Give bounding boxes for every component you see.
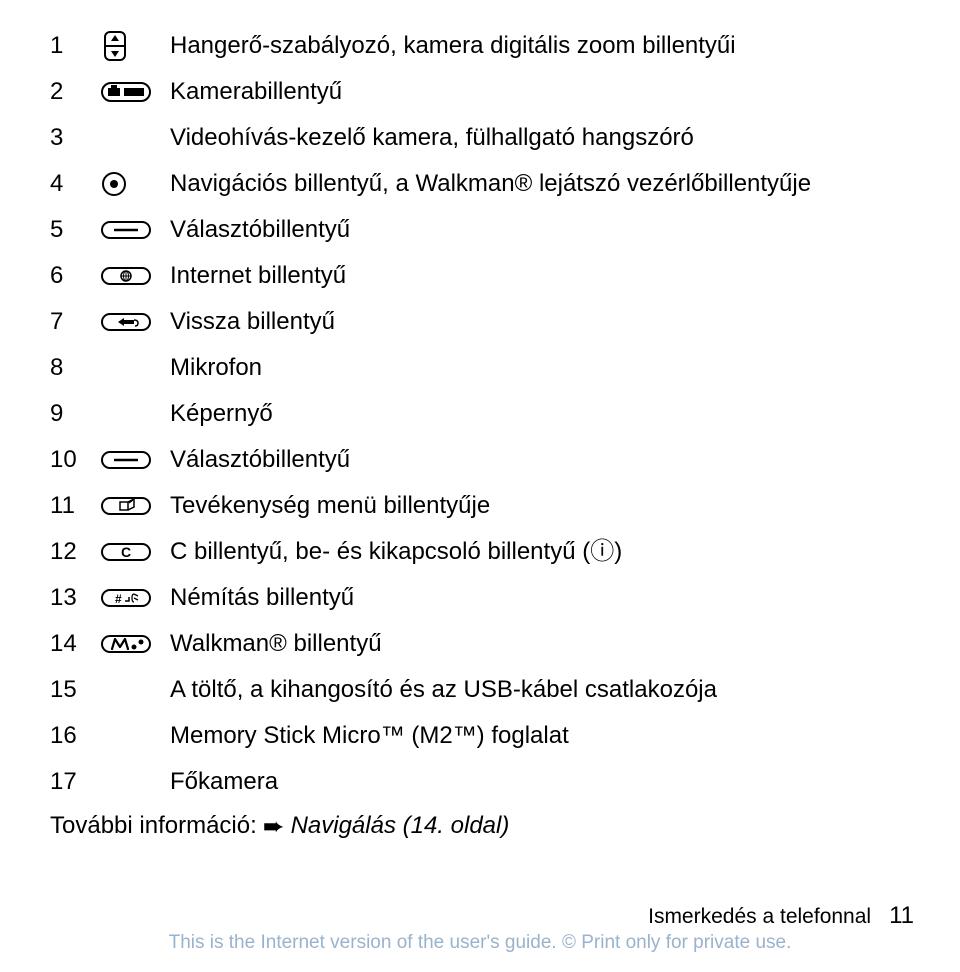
softkey-pill-icon — [100, 219, 170, 241]
legend-list: 1 Hangerő-szabályozó, kamera digitális z… — [50, 30, 920, 798]
item-text: Internet billentyű — [170, 260, 346, 291]
more-info: További információ: ➨ Navigálás (14. old… — [50, 812, 920, 840]
item-text: Memory Stick Micro™ (M2™) foglalat — [170, 720, 569, 751]
item-number: 8 — [50, 354, 100, 382]
walkman-key-icon — [100, 633, 170, 655]
item-text: Főkamera — [170, 766, 278, 797]
item-text: Választóbillentyű — [170, 214, 350, 245]
item-number: 12 — [50, 538, 100, 566]
legend-row: 7 Vissza billentyű — [50, 306, 920, 338]
svg-text:#: # — [115, 592, 122, 606]
item-number: 7 — [50, 308, 100, 336]
legend-row: 12 C C billentyű, be- és kikapcsoló bill… — [50, 536, 920, 568]
softkey-pill-icon — [100, 449, 170, 471]
legend-row: 11 Tevékenység menü billentyűje — [50, 490, 920, 522]
svg-text:C: C — [121, 544, 131, 560]
item-text: A töltő, a kihangosító és az USB-kábel c… — [170, 674, 717, 705]
c-key-icon: C — [100, 541, 170, 563]
legend-row: 15 A töltő, a kihangosító és az USB-kábe… — [50, 674, 920, 706]
legend-row: 2 Kamerabillentyű — [50, 76, 920, 108]
more-info-prefix: További információ: — [50, 812, 257, 840]
item-number: 4 — [50, 170, 100, 198]
item-number: 2 — [50, 78, 100, 106]
item-number: 14 — [50, 630, 100, 658]
item-text: Képernyő — [170, 398, 273, 429]
item-text: Mikrofon — [170, 352, 262, 383]
hash-key-icon: # — [100, 587, 170, 609]
legend-row: 5 Választóbillentyű — [50, 214, 920, 246]
item-number: 1 — [50, 32, 100, 60]
item-text: Hangerő-szabályozó, kamera digitális zoo… — [170, 30, 736, 61]
legend-row: 10 Választóbillentyű — [50, 444, 920, 476]
footer-section: Ismerkedés a telefonnal — [648, 905, 871, 929]
item-number: 6 — [50, 262, 100, 290]
camera-key-icon — [100, 79, 170, 105]
item-text: Kamerabillentyű — [170, 76, 342, 107]
legend-row: 14 Walkman® billentyű — [50, 628, 920, 660]
item-text: Walkman® billentyű — [170, 628, 382, 659]
arrow-right-icon: ➨ — [263, 813, 285, 839]
item-number: 3 — [50, 124, 100, 152]
page-footer: Ismerkedés a telefonnal 11 This is the I… — [0, 902, 960, 954]
nav-dot-icon — [100, 170, 170, 198]
item-text: C billentyű, be- és kikapcsoló billentyű… — [170, 536, 622, 567]
item-text: Vissza billentyű — [170, 306, 335, 337]
item-number: 9 — [50, 400, 100, 428]
item-number: 10 — [50, 446, 100, 474]
item-number: 16 — [50, 722, 100, 750]
internet-key-icon — [100, 265, 170, 287]
legend-row: 8 Mikrofon — [50, 352, 920, 384]
item-text: Tevékenység menü billentyűje — [170, 490, 490, 521]
page-number: 11 — [889, 902, 914, 930]
more-info-link: Navigálás (14. oldal) — [291, 812, 510, 840]
legend-row: 4 Navigációs billentyű, a Walkman® leját… — [50, 168, 920, 200]
item-number: 15 — [50, 676, 100, 704]
item-number: 17 — [50, 768, 100, 796]
footer-top: Ismerkedés a telefonnal 11 — [40, 902, 920, 930]
item-text: Navigációs billentyű, a Walkman® lejátsz… — [170, 168, 811, 199]
item-text: Választóbillentyű — [170, 444, 350, 475]
legend-row: 1 Hangerő-szabályozó, kamera digitális z… — [50, 30, 920, 62]
volume-rocker-icon — [100, 30, 170, 62]
footer-disclaimer: This is the Internet version of the user… — [40, 932, 920, 954]
item-number: 13 — [50, 584, 100, 612]
back-key-icon — [100, 311, 170, 333]
legend-row: 17 Főkamera — [50, 766, 920, 798]
item-text: Videohívás-kezelő kamera, fülhallgató ha… — [170, 122, 694, 153]
legend-row: 13 # Némítás billentyű — [50, 582, 920, 614]
legend-row: 9 Képernyő — [50, 398, 920, 430]
item-number: 5 — [50, 216, 100, 244]
item-text: Némítás billentyű — [170, 582, 354, 613]
legend-row: 16 Memory Stick Micro™ (M2™) foglalat — [50, 720, 920, 752]
legend-row: 3 Videohívás-kezelő kamera, fülhallgató … — [50, 122, 920, 154]
item-number: 11 — [50, 492, 100, 520]
legend-row: 6 Internet billentyű — [50, 260, 920, 292]
activity-key-icon — [100, 495, 170, 517]
